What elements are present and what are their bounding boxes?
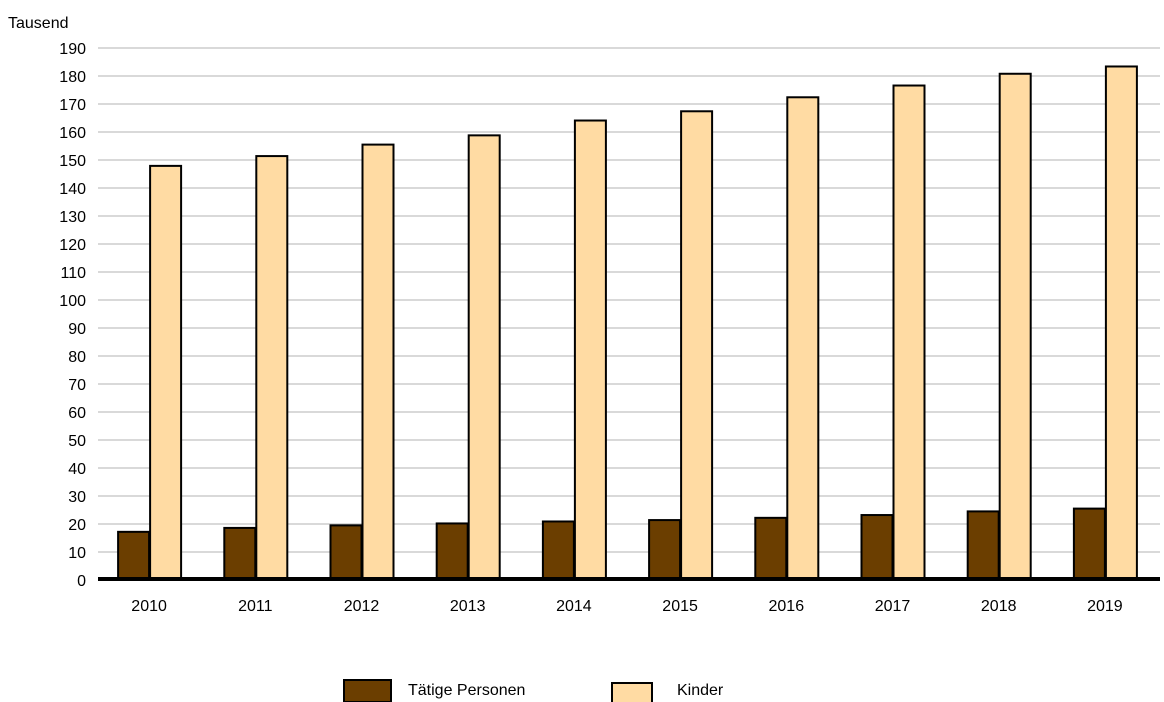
bar-taetige-personen-2019 xyxy=(1072,507,1106,582)
x-tick-label: 2014 xyxy=(556,598,592,615)
x-tick-label: 2013 xyxy=(450,598,486,615)
bar-kinder-2013 xyxy=(467,134,501,582)
x-tick-label: 2016 xyxy=(769,598,805,615)
y-tick-label: 160 xyxy=(59,125,86,142)
bar-taetige-personen-2010 xyxy=(117,530,151,582)
bar-taetige-personen-2017 xyxy=(860,514,894,581)
y-tick-label: 60 xyxy=(68,405,86,422)
y-tick-label: 100 xyxy=(59,293,86,310)
y-tick-label: 20 xyxy=(68,517,86,534)
bar-kinder-2016 xyxy=(786,96,820,581)
bar-kinder-2018 xyxy=(998,72,1032,581)
y-tick-label: 110 xyxy=(60,265,86,282)
y-tick-label: 0 xyxy=(77,573,86,590)
y-tick-label: 130 xyxy=(59,209,86,226)
y-tick-label: 170 xyxy=(59,97,86,114)
legend-swatch-kinder xyxy=(611,682,653,702)
bar-taetige-personen-2014 xyxy=(541,520,575,581)
legend-swatch-taetige-personen xyxy=(343,679,392,702)
x-tick-label: 2019 xyxy=(1087,598,1123,615)
bar-kinder-2019 xyxy=(1104,65,1138,582)
bar-kinder-2011 xyxy=(255,155,289,582)
y-axis-ticks: 0 10 20 30 40 50 60 70 80 90 100 110 120 130 140 150 160… xyxy=(59,41,86,590)
y-tick-label: 40 xyxy=(68,461,86,478)
y-tick-label: 190 xyxy=(59,41,86,58)
bars xyxy=(117,65,1138,582)
y-tick-label: 140 xyxy=(59,181,86,198)
bar-kinder-2017 xyxy=(892,84,926,582)
y-tick-label: 180 xyxy=(59,69,86,86)
y-tick-label: 120 xyxy=(59,237,86,254)
y-tick-label: 30 xyxy=(68,489,86,506)
x-axis-ticks: 2010 2011 2012 2013 2014 2015 2016 2017 2018 2019 xyxy=(131,598,1122,615)
x-tick-label: 2012 xyxy=(344,598,380,615)
x-tick-label: 2011 xyxy=(238,598,273,615)
bar-taetige-personen-2012 xyxy=(329,524,363,582)
bar-kinder-2012 xyxy=(361,143,395,581)
legend-label-kinder: Kinder xyxy=(677,682,724,699)
bar-kinder-2010 xyxy=(149,164,183,581)
y-tick-label: 50 xyxy=(68,433,86,450)
bar-taetige-personen-2015 xyxy=(648,519,682,582)
bar-taetige-personen-2016 xyxy=(754,516,788,582)
bar-taetige-personen-2018 xyxy=(966,510,1000,581)
y-axis-unit-label: Tausend xyxy=(8,15,69,32)
x-tick-label: 2010 xyxy=(131,598,167,615)
y-tick-label: 10 xyxy=(68,545,86,562)
x-tick-label: 2018 xyxy=(981,598,1017,615)
x-tick-label: 2017 xyxy=(875,598,911,615)
bar-kinder-2015 xyxy=(680,110,714,581)
legend-label-taetige-personen: Tätige Personen xyxy=(408,682,525,699)
y-tick-label: 80 xyxy=(68,349,86,366)
bar-taetige-personen-2013 xyxy=(435,522,469,582)
x-tick-label: 2015 xyxy=(662,598,698,615)
y-tick-label: 70 xyxy=(68,377,86,394)
y-tick-label: 90 xyxy=(68,321,86,338)
bar-kinder-2014 xyxy=(573,119,607,582)
y-tick-label: 150 xyxy=(59,153,86,170)
bar-taetige-personen-2011 xyxy=(223,526,257,581)
legend: Tätige Personen Kinder xyxy=(343,679,724,702)
